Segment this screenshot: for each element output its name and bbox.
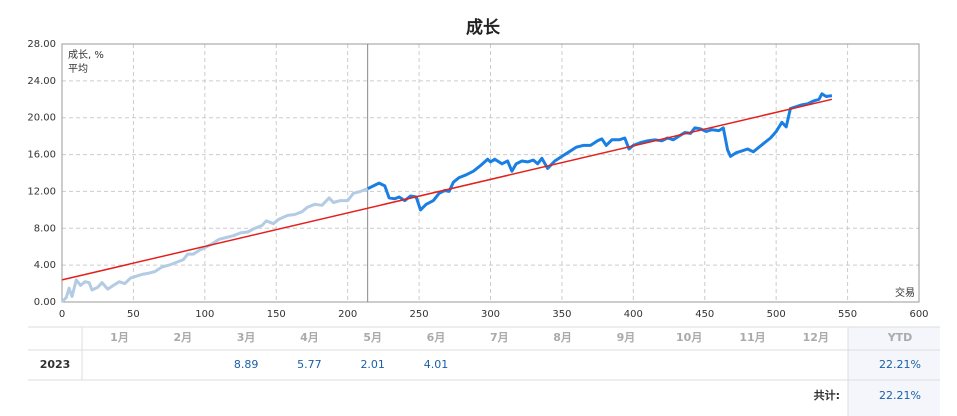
x-tick-label: 150 [267,309,286,320]
month-value: 8.89 [233,358,259,371]
x-tick-label: 0 [59,309,65,320]
x-tick-label: 500 [767,309,786,320]
x-tick-label: 250 [410,309,429,320]
column-header: 2月 [173,331,193,344]
x-tick-label: 200 [338,309,357,320]
y-tick-label: 28.00 [27,39,56,50]
series-line [60,187,369,304]
y-tick-label: 20.00 [27,113,56,124]
column-header: 8月 [553,331,572,344]
column-header: YTD [887,331,913,344]
total-value: 22.21% [879,389,921,402]
month-value: 5.77 [297,358,322,371]
column-header: 3月 [236,331,256,344]
chart-title: 成长 [466,17,501,38]
ytd-column-bg [848,327,940,416]
month-value: 22.21% [879,358,921,371]
column-header: 11月 [739,331,766,344]
column-header: 6月 [426,331,446,344]
legend-entry: 成长, % [68,49,104,61]
month-value: 4.01 [423,358,449,371]
x-tick-label: 100 [195,309,214,320]
x-tick-label: 300 [481,309,500,320]
y-tick-label: 24.00 [27,76,56,87]
column-header: 1月 [110,331,129,344]
column-header: 9月 [616,331,636,344]
y-tick-label: 16.00 [27,150,56,161]
y-tick-label: 12.00 [27,186,56,197]
x-tick-label: 550 [838,309,857,320]
y-tick-label: 8.00 [34,223,56,234]
legend-entry: 平均 [68,63,88,75]
x-tick-label: 450 [695,309,714,320]
y-tick-label: 0.00 [34,297,56,308]
column-header: 4月 [300,331,319,344]
column-header: 10月 [676,331,703,344]
y-tick-label: 4.00 [34,260,56,271]
x-tick-label: 400 [624,309,643,320]
x-tick-label: 50 [127,309,140,320]
series-line [61,98,833,281]
x-tick-label: 600 [909,309,928,320]
total-label: 共计: [813,389,840,402]
plot-frame [61,43,920,303]
row-year: 2023 [39,358,71,371]
month-value: 2.01 [360,358,385,371]
column-header: 7月 [489,331,509,344]
column-header: 12月 [802,331,829,344]
x-axis-label: 交易 [895,286,915,299]
x-tick-label: 350 [552,309,571,320]
column-header: 5月 [363,331,383,344]
